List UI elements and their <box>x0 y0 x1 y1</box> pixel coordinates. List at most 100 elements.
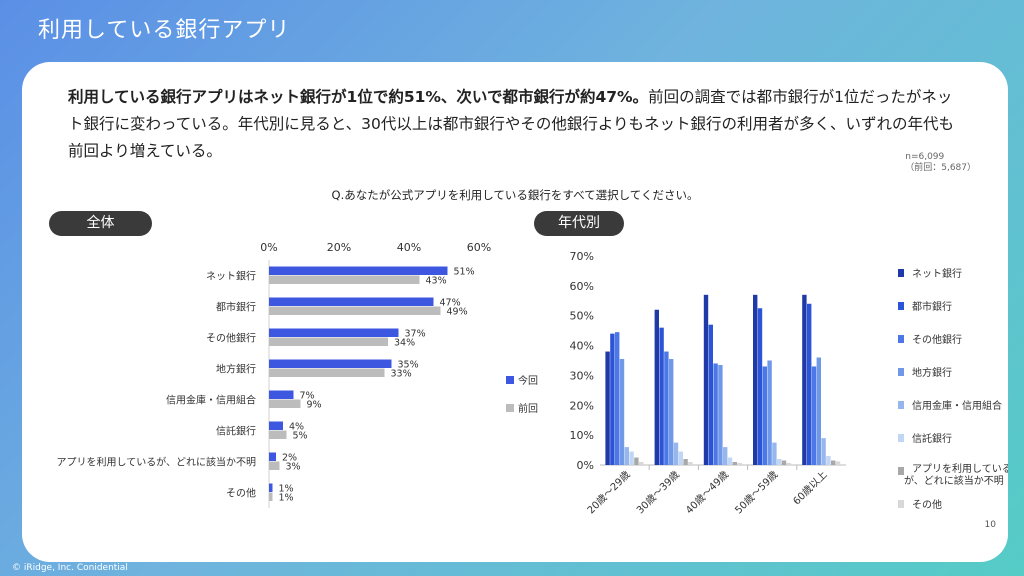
bar-3 <box>762 366 767 465</box>
bar-current <box>269 297 434 306</box>
bar-6 <box>777 459 782 465</box>
bar-previous <box>269 492 273 501</box>
bar-5 <box>723 447 728 465</box>
legend-label: アプリを利用している <box>912 463 1008 475</box>
bar-6 <box>629 451 634 465</box>
bar-2 <box>659 327 664 465</box>
bar-6 <box>678 451 683 465</box>
age-bar-chart: 0% 10% 20% 30% 40% 50% 60% 70% 20歳～29歳 30歳～39歳 40歳… <box>570 250 1008 517</box>
bar-5 <box>624 447 629 465</box>
legend-swatch <box>898 368 904 376</box>
bar-8 <box>737 462 742 465</box>
y-tick-label: 20% <box>570 399 594 412</box>
bar-2 <box>757 308 763 465</box>
survey-question: Q.あなたが公式アプリを利用している銀行をすべて選択してください。 <box>331 188 699 202</box>
legend-label: 信託銀行 <box>912 432 952 445</box>
x-tick-label: 0% <box>260 241 277 254</box>
bar-7 <box>634 457 639 465</box>
bar-2 <box>807 303 812 465</box>
summary-text: 利用している銀行アプリはネット銀行が1位で約51%、次いで都市銀行が約47%。前… <box>68 84 958 165</box>
category-label: その他銀行 <box>206 332 256 345</box>
copyright-footer: © iRidge, Inc. Conidential <box>12 563 128 573</box>
category-label: その他 <box>226 487 256 500</box>
x-tick-label: 20% <box>327 241 351 254</box>
y-tick-label: 0% <box>577 459 594 472</box>
page-number: 10 <box>984 520 996 530</box>
bar-7 <box>732 462 737 465</box>
legend-swatch <box>898 401 904 409</box>
bar-1 <box>605 351 610 465</box>
bar-current <box>269 266 448 275</box>
summary-detail: 前回の調査では都市銀行が1位だったがネット銀行に変わっている。年代別に見ると、3… <box>68 88 955 160</box>
bar-5 <box>673 442 679 465</box>
summary-highlight: 利用している銀行アプリはネット銀行が1位で約51%、次いで都市銀行が約47%。 <box>68 88 649 106</box>
bar-3 <box>615 332 620 465</box>
legend-label: その他銀行 <box>912 333 962 346</box>
bar-4 <box>619 359 625 465</box>
bar-4 <box>767 360 772 465</box>
bar-previous <box>269 306 441 315</box>
bar-8 <box>639 462 644 465</box>
bar-1 <box>654 309 659 465</box>
y-tick-label: 50% <box>570 310 594 323</box>
bar-8 <box>688 462 693 465</box>
bar-5 <box>821 438 826 465</box>
y-tick-label: 60% <box>570 280 594 293</box>
bar-4 <box>669 359 674 465</box>
y-tick-label: 30% <box>570 369 594 382</box>
bar-previous <box>269 368 385 377</box>
legend-swatch <box>898 302 904 310</box>
legend-label: 信用金庫・信用組合 <box>912 399 1002 412</box>
bar-8 <box>786 462 791 465</box>
bar-7 <box>683 459 688 465</box>
bar-8 <box>835 461 841 465</box>
bar-4 <box>718 364 723 465</box>
bar-6 <box>727 457 733 465</box>
bar-current <box>269 359 392 368</box>
bar-previous <box>269 337 388 346</box>
legend-label: ネット銀行 <box>912 267 962 280</box>
bar-4 <box>816 357 821 465</box>
overall-label: 全体 <box>49 211 152 236</box>
bar-current <box>269 390 294 399</box>
legend-swatch <box>898 269 904 277</box>
data-label: 43% <box>426 276 447 287</box>
y-tick-label: 10% <box>570 429 594 442</box>
sample-size-previous: （前回：5,687） <box>905 163 976 173</box>
category-label: アプリを利用しているが、どれに該当か不明 <box>57 456 257 469</box>
data-label: 33% <box>391 369 412 380</box>
x-category-label: 30歳～39歳 <box>634 469 682 517</box>
data-label: 1% <box>279 484 294 495</box>
bar-2 <box>708 324 713 465</box>
legend-swatch <box>898 434 904 442</box>
sample-size-note: n=6,099 （前回：5,687） <box>905 152 976 174</box>
bar-6 <box>826 456 831 465</box>
bar-2 <box>610 333 615 465</box>
legend-swatch <box>506 376 514 384</box>
y-tick-label: 70% <box>570 250 594 263</box>
data-label: 1% <box>279 493 294 504</box>
data-label: 37% <box>405 329 426 340</box>
data-label: 4% <box>289 422 304 433</box>
content-card: 利用している銀行アプリはネット銀行が1位で約51%、次いで都市銀行が約47%。前… <box>22 62 1008 562</box>
bar-5 <box>772 442 777 465</box>
legend-swatch <box>898 467 904 475</box>
bar-7 <box>781 460 787 465</box>
legend-label: 今回 <box>518 374 538 387</box>
category-label: 都市銀行 <box>216 301 256 314</box>
bar-previous <box>269 461 280 470</box>
bar-1 <box>753 294 758 465</box>
x-category-label: 60歳以上 <box>791 469 830 508</box>
data-label: 3% <box>286 462 301 473</box>
data-label: 49% <box>447 307 468 318</box>
bar-7 <box>831 460 836 465</box>
slide-title: 利用している銀行アプリ <box>38 18 291 43</box>
data-label: 5% <box>293 431 308 442</box>
bar-current <box>269 421 283 430</box>
overall-bar-chart: 0% 20% 40% 60% ネット銀行 51% 43% 都市銀行 47%49% その他銀行 37%… <box>57 241 538 508</box>
legend-label: 地方銀行 <box>912 366 952 379</box>
x-category-label: 40歳～49歳 <box>683 469 731 517</box>
bar-previous <box>269 275 420 284</box>
bar-1 <box>802 294 807 465</box>
legend-label-cont: が、どれに該当か不明 <box>904 474 1004 487</box>
